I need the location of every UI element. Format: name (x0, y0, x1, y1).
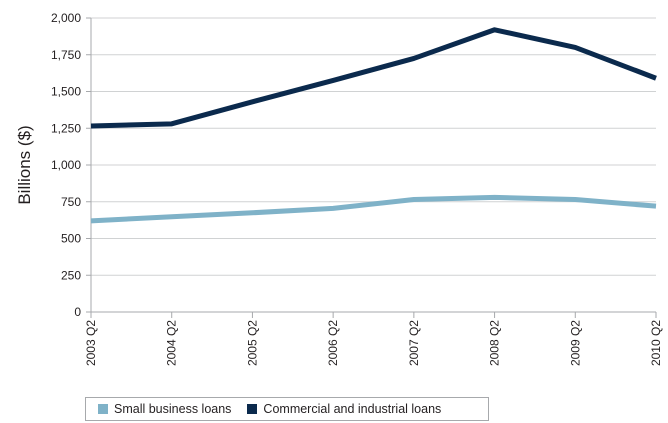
legend-label-small-business: Small business loans (114, 402, 231, 416)
legend-label-commercial-industrial: Commercial and industrial loans (263, 402, 441, 416)
x-tick-label: 2008 Q2 (488, 320, 502, 366)
y-tick-label: 0 (74, 305, 81, 319)
y-tick-label: 2,000 (51, 11, 81, 25)
legend-item-commercial-industrial: Commercial and industrial loans (247, 402, 441, 416)
legend: Small business loans Commercial and indu… (85, 397, 489, 421)
series-line-small-business (91, 197, 656, 221)
x-tick-label: 2010 Q2 (649, 320, 663, 366)
line-chart: 0 250 500 750 1,000 1,250 1,500 1,750 2,000 2003 … (0, 0, 668, 395)
x-tick-label: 2004 Q2 (165, 320, 179, 366)
legend-swatch-small-business (98, 404, 108, 414)
y-tick-label: 500 (61, 232, 81, 246)
y-tick-label: 750 (61, 195, 81, 209)
x-tick-label: 2005 Q2 (245, 320, 259, 366)
y-axis-label: Billions ($) (15, 125, 34, 204)
legend-swatch-commercial-industrial (247, 404, 257, 414)
x-tick-label: 2007 Q2 (407, 320, 421, 366)
legend-item-small-business: Small business loans (98, 402, 231, 416)
y-tick-label: 1,750 (51, 48, 81, 62)
series-line-commercial-industrial (91, 30, 656, 126)
y-tick-label: 1,250 (51, 121, 81, 135)
y-tick-label: 1,000 (51, 158, 81, 172)
x-tick-label: 2009 Q2 (568, 320, 582, 366)
x-tick-label: 2006 Q2 (326, 320, 340, 366)
y-tick-label: 250 (61, 268, 81, 282)
x-tick-label: 2003 Q2 (84, 320, 98, 366)
y-tick-label: 1,500 (51, 85, 81, 99)
